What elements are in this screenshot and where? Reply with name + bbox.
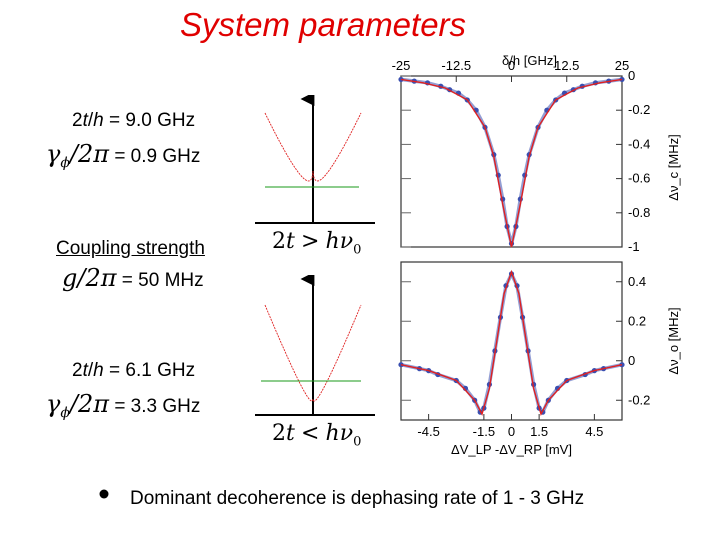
x-tick-label: -4.5 — [417, 424, 439, 439]
dephasing-bottom: γϕ/2π = 3.3 GHz — [46, 390, 200, 421]
y-tick-label: -1 — [628, 239, 640, 254]
g-symbol: g — [62, 264, 78, 292]
tunnel-coupling-bottom: 2t/h = 6.1 GHz — [72, 360, 195, 382]
over-2pi: /2π — [77, 264, 117, 292]
cond-t: t — [286, 229, 295, 254]
cond-hnu: hν — [325, 229, 354, 254]
y-tick-label: 0 — [628, 353, 635, 368]
page-title: System parameters — [179, 6, 467, 43]
x-tick-label: -12.5 — [441, 58, 471, 73]
cond-sub0: 0 — [353, 242, 362, 258]
y-tick-label: -0.4 — [628, 136, 650, 151]
y-tick-label: -0.8 — [628, 205, 650, 220]
x-tick-label: -25 — [392, 58, 411, 73]
coupling-value-row: g/2π = 50 MHz — [62, 264, 204, 292]
cond-lt: < — [300, 421, 320, 446]
tunnel-slash: / — [87, 110, 94, 131]
band-upper — [264, 304, 362, 402]
y-axis-label: Δν_o [MHz] — [666, 307, 681, 374]
cond-t: t — [286, 421, 295, 446]
y-tick-label: -0.6 — [628, 171, 650, 186]
x-axis-label: δ/h [GHz] — [502, 53, 557, 68]
x-tick-label: 25 — [615, 58, 629, 73]
fit-curve — [400, 78, 623, 248]
tunnel-value: = 6.1 GHz — [103, 360, 196, 381]
data-band — [400, 77, 623, 246]
tunnel-t: t — [82, 360, 88, 381]
tunnel-h: h — [93, 360, 104, 381]
tunnel-two: 2 — [72, 360, 83, 381]
condition-bottom: 2t < hν0 — [272, 420, 361, 449]
x-tick-label: 0 — [508, 424, 515, 439]
bullet-icon — [99, 489, 109, 499]
tunnel-coupling-top: 2t/h = 9.0 GHz — [72, 110, 195, 132]
tunnel-h: h — [93, 110, 104, 131]
tunnel-slash: / — [87, 360, 94, 381]
over-2pi: /2π — [69, 140, 110, 168]
y-tick-label: 0.2 — [628, 313, 646, 328]
x-tick-label: -1.5 — [473, 424, 495, 439]
energy-diagram-bottom — [255, 275, 375, 416]
x-tick-label: 1.5 — [530, 424, 548, 439]
y-tick-label: 0 — [628, 68, 635, 83]
cond-two: 2 — [272, 421, 286, 446]
tunnel-two: 2 — [72, 110, 83, 131]
tunnel-value: = 9.0 GHz — [103, 110, 196, 131]
tunnel-t: t — [82, 110, 88, 131]
coupling-label: Coupling strength — [56, 238, 205, 259]
y-tick-label: 0.4 — [628, 274, 646, 289]
x-tick-label: 4.5 — [585, 424, 603, 439]
fit-curve — [400, 269, 623, 416]
over-2pi: /2π — [69, 390, 110, 418]
data-band — [400, 272, 623, 414]
x-axis-label: ΔV_LP -ΔV_RP [mV] — [451, 442, 572, 457]
gamma-symbol: γ — [46, 390, 61, 418]
condition-top: 2t > hν0 — [272, 228, 361, 257]
y-axis-label: Δν_c [MHz] — [666, 134, 681, 200]
phi-subscript: ϕ — [60, 404, 70, 421]
band-upper — [264, 112, 362, 182]
y-tick-label: -0.2 — [628, 102, 650, 117]
y-tick-label: -0.2 — [628, 392, 650, 407]
dephasing-value: = 3.3 GHz — [114, 396, 201, 417]
dephasing-top: γϕ/2π = 0.9 GHz — [46, 140, 200, 171]
phi-subscript: ϕ — [60, 154, 70, 171]
gamma-symbol: γ — [46, 140, 61, 168]
cond-two: 2 — [272, 229, 286, 254]
conclusion-text: Dominant decoherence is dephasing rate o… — [130, 488, 585, 509]
cond-sub0: 0 — [353, 434, 362, 450]
dephasing-value: = 0.9 GHz — [114, 146, 201, 167]
cond-gt: > — [300, 229, 320, 254]
plot-frame-0 — [400, 75, 623, 248]
energy-diagram-top — [255, 95, 375, 224]
x-tick-label: 12.5 — [554, 58, 579, 73]
coupling-value: = 50 MHz — [121, 270, 204, 291]
plot-frame-1 — [400, 261, 623, 421]
cond-hnu: hν — [325, 421, 354, 446]
x-tick-label: 0 — [508, 58, 515, 73]
